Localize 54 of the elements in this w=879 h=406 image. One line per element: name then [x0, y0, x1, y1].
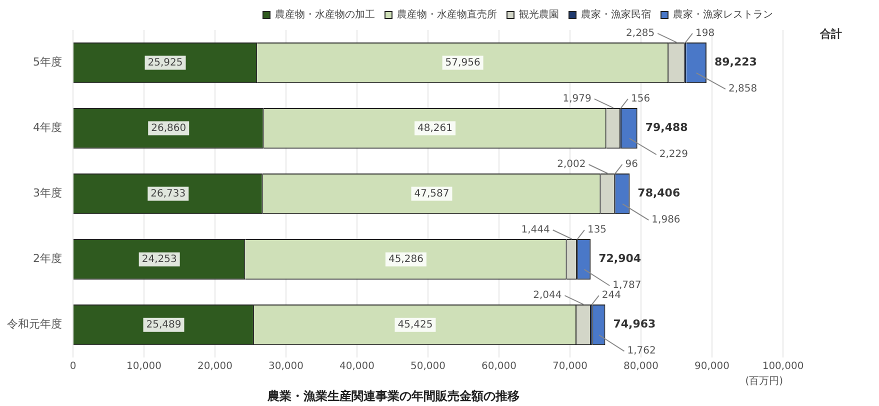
total-label: 79,488	[645, 121, 688, 134]
data-label: 135	[587, 224, 607, 236]
data-label: 2,858	[728, 84, 758, 95]
data-label: 96	[625, 159, 638, 170]
y-tick-label: 3年度	[33, 186, 62, 200]
x-tick-label: 70,000	[552, 361, 588, 372]
data-label: 26,733	[150, 188, 186, 200]
data-label: 2,044	[533, 290, 562, 302]
x-tick-label: 60,000	[482, 361, 516, 372]
legend-label: 農家・漁家民宿	[581, 8, 651, 21]
y-tick-label: 令和元年度	[7, 318, 62, 331]
data-label: 24,253	[142, 254, 177, 265]
data-label: 2,229	[659, 149, 688, 160]
data-label: 156	[630, 94, 650, 105]
data-label: 1,787	[612, 280, 642, 292]
data-label: 244	[602, 290, 621, 302]
x-tick-label: 10,000	[126, 361, 162, 372]
legend-label: 農産物・水産物直売所	[397, 8, 497, 21]
data-label: 45,286	[388, 254, 424, 265]
legend-label: 農産物・水産物の加工	[275, 8, 375, 21]
total-label: 74,963	[613, 318, 656, 331]
total-label: 89,223	[714, 56, 757, 69]
x-tick-label: 80,000	[624, 361, 658, 372]
x-tick-label: 100,000	[762, 361, 804, 372]
data-label: 1,986	[652, 214, 680, 226]
total-label: 72,904	[598, 252, 642, 266]
data-label: 1,979	[562, 94, 592, 105]
data-label: 45,425	[398, 319, 433, 330]
data-label: 198	[695, 28, 715, 40]
data-label: 48,261	[418, 122, 453, 134]
y-tick-label: 4年度	[33, 121, 62, 134]
x-tick-label: 50,000	[410, 361, 446, 372]
x-axis-title: (百万円)	[745, 376, 784, 388]
y-tick-label: 2年度	[33, 252, 62, 266]
data-label: 1,762	[627, 346, 656, 357]
text: 農業・漁業生産関連事業の年間販売金額の推移	[266, 388, 520, 403]
data-label: 2,285	[626, 28, 655, 40]
data-label: 57,956	[445, 57, 480, 68]
x-tick-label: 0	[70, 361, 76, 372]
total-label: 78,406	[638, 186, 680, 200]
x-tick-label: 30,000	[268, 361, 304, 372]
data-label: 25,925	[148, 57, 183, 68]
legend-label: 観光農園	[519, 8, 559, 21]
legend-label: 農家・漁家レストラン	[673, 8, 773, 21]
data-label: 47,587	[414, 188, 450, 200]
x-tick-label: 90,000	[694, 361, 730, 372]
data-label: 26,860	[151, 122, 186, 134]
data-label: 1,444	[521, 224, 550, 236]
x-tick-label: 20,000	[198, 361, 232, 372]
x-tick-label: 40,000	[340, 361, 374, 372]
text: 合計	[819, 28, 842, 41]
data-label: 25,489	[146, 319, 182, 330]
data-label: 2,002	[557, 159, 586, 170]
y-tick-label: 5年度	[33, 56, 62, 69]
